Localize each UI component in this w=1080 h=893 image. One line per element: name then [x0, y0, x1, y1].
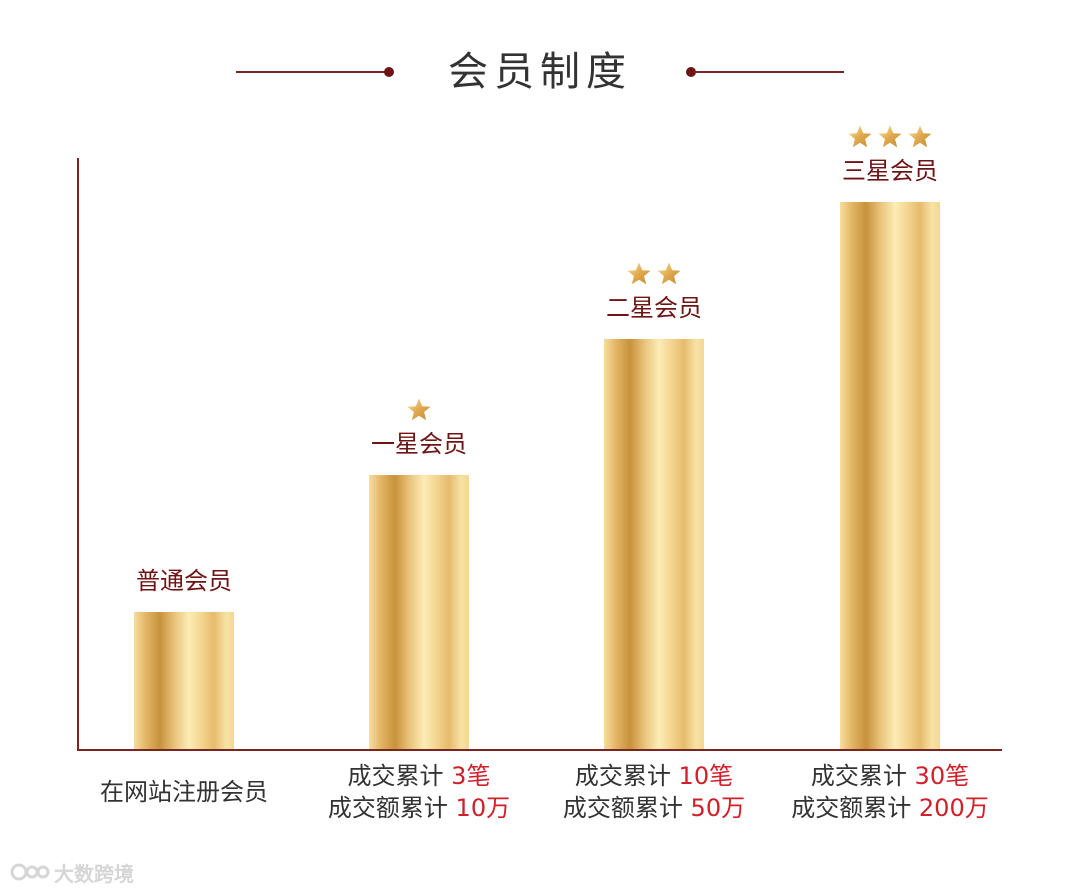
y-axis	[77, 158, 79, 751]
tier-label-2: 一星会员	[371, 430, 467, 458]
brand-logo-icon	[10, 863, 50, 881]
title-dot-left	[384, 67, 394, 77]
page-title: 会员制度	[448, 49, 632, 95]
condition-line-2: 成交额累计 10万	[289, 792, 549, 824]
condition-text: 在网站注册会员	[100, 778, 268, 806]
condition-value: 200万	[918, 794, 989, 822]
star-icon	[657, 262, 681, 285]
condition-label: 成交额累计	[327, 794, 456, 822]
star-rating-2	[319, 397, 519, 423]
bar-2	[369, 475, 469, 749]
condition-label: 成交累计	[347, 762, 452, 790]
condition-value: 50万	[690, 794, 746, 822]
tier-label-3: 二星会员	[606, 294, 702, 322]
bar-3	[604, 339, 704, 749]
condition-label: 成交累计	[574, 762, 679, 790]
condition-line-2: 成交额累计 200万	[760, 792, 1020, 824]
tier-label-4: 三星会员	[842, 157, 938, 185]
star-icon	[627, 262, 651, 285]
star-icon	[848, 125, 872, 148]
header: 会员制度	[0, 40, 1080, 104]
condition-value: 10笔	[678, 762, 734, 790]
star-rating-4	[790, 124, 990, 150]
star-icon	[908, 125, 932, 148]
bar-4	[840, 202, 940, 749]
bar-1	[134, 612, 234, 749]
condition-label: 成交额累计	[562, 794, 691, 822]
condition-4: 成交累计 30笔 成交额累计 200万	[760, 760, 1020, 824]
condition-line-1: 成交累计 3笔	[289, 760, 549, 792]
condition-line-1: 成交累计 10笔	[524, 760, 784, 792]
condition-line-2: 成交额累计 50万	[524, 792, 784, 824]
condition-value: 10万	[455, 794, 511, 822]
watermark-text: 大数跨境	[54, 861, 134, 886]
title-divider-right	[694, 71, 844, 73]
watermark: 大数跨境	[10, 858, 134, 886]
condition-label: 成交累计	[810, 762, 915, 790]
condition-3: 成交累计 10笔 成交额累计 50万	[524, 760, 784, 824]
title-divider-left	[236, 71, 386, 73]
star-icon	[407, 398, 431, 421]
title-dot-right	[686, 67, 696, 77]
condition-1: 在网站注册会员	[54, 776, 314, 808]
condition-value: 30笔	[914, 762, 970, 790]
x-axis	[77, 749, 1002, 751]
condition-label: 成交额累计	[791, 794, 919, 822]
star-icon	[878, 125, 902, 148]
tier-label-1: 普通会员	[136, 567, 232, 595]
condition-value: 3笔	[451, 762, 491, 790]
star-rating-3	[554, 261, 754, 287]
condition-line-1: 成交累计 30笔	[760, 760, 1020, 792]
condition-2: 成交累计 3笔 成交额累计 10万	[289, 760, 549, 824]
